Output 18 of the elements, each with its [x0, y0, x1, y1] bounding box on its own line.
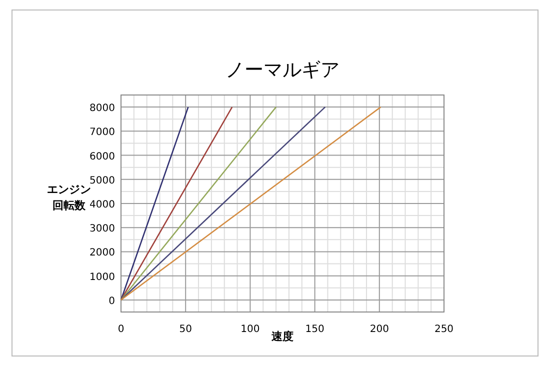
x-tick-label: 150 [305, 324, 324, 335]
y-tick-label: 1000 [90, 272, 115, 283]
y-tick-label: 8000 [90, 103, 115, 114]
x-tick-label: 0 [118, 324, 124, 335]
x-tick-label: 50 [179, 324, 192, 335]
x-tick-label: 100 [240, 324, 260, 335]
y-tick-label: 2000 [90, 248, 115, 259]
y-tick-label: 3000 [90, 224, 115, 235]
y-axis-title: エンジン回転数 [47, 183, 91, 212]
y-tick-label: 4000 [90, 200, 115, 210]
chart-title: ノーマルギア [226, 59, 340, 81]
y-tick-label: 7000 [90, 127, 115, 138]
y-tick-label: 5000 [90, 175, 115, 186]
y-tick-label: 6000 [90, 151, 115, 162]
x-axis-title: 速度 [270, 330, 294, 343]
x-tick-label: 250 [434, 324, 454, 335]
x-tick-label: 200 [370, 324, 389, 335]
y-tick-label: 0 [108, 296, 115, 307]
